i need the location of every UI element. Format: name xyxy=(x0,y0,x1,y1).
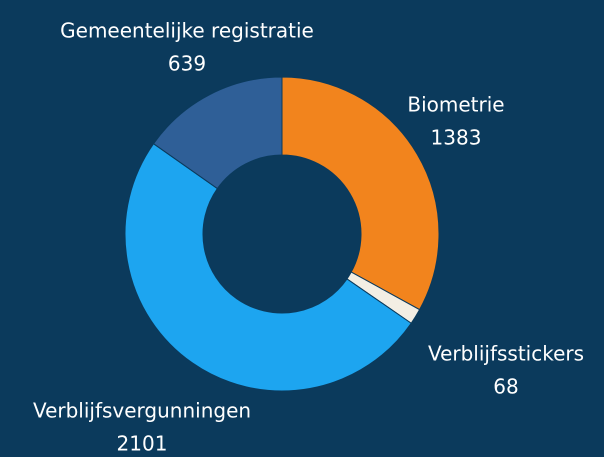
donut-segment xyxy=(281,76,440,311)
segment-label: Gemeentelijke registratie xyxy=(60,19,314,43)
donut-segment xyxy=(124,143,412,392)
segment-value: 639 xyxy=(168,52,206,76)
segment-label: Biometrie xyxy=(407,93,504,117)
segment-value: 2101 xyxy=(117,432,168,456)
segment-value: 68 xyxy=(493,375,518,399)
segment-label: Verblijfsstickers xyxy=(428,342,584,366)
segment-label: Verblijfsvergunningen xyxy=(33,399,251,423)
donut-segment xyxy=(152,76,283,190)
segment-value: 1383 xyxy=(431,126,482,150)
